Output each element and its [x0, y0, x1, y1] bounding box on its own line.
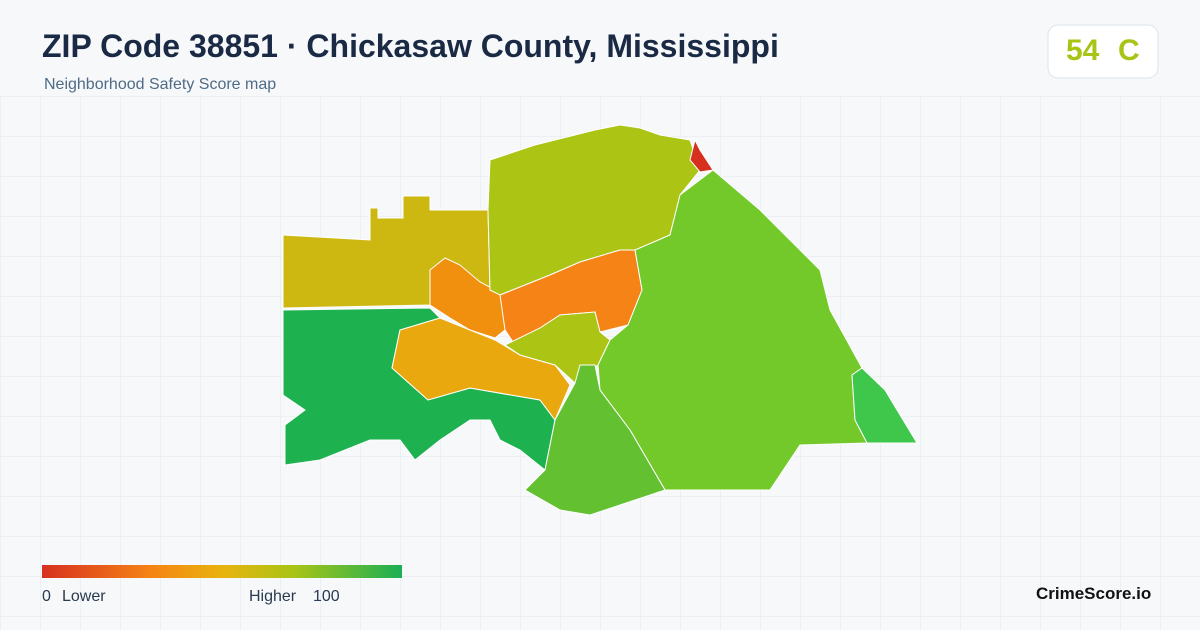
legend-min: 0	[42, 588, 51, 605]
grade: C	[1118, 34, 1140, 67]
score: 54	[1066, 34, 1100, 67]
title: ZIP Code 38851 · Chickasaw County, Missi…	[42, 28, 779, 64]
region	[689, 138, 714, 173]
legend-bar	[42, 565, 402, 578]
regions	[282, 124, 918, 516]
legend-min-label: Lower	[62, 588, 106, 605]
score-box	[1047, 24, 1159, 79]
region	[851, 367, 918, 444]
subtitle: Neighborhood Safety Score map	[44, 76, 277, 93]
region	[391, 317, 571, 421]
legend-max-label: Higher	[249, 588, 297, 605]
region	[524, 364, 666, 516]
brand: CrimeScore.io	[1036, 584, 1152, 603]
legend-max: 100	[313, 588, 340, 605]
